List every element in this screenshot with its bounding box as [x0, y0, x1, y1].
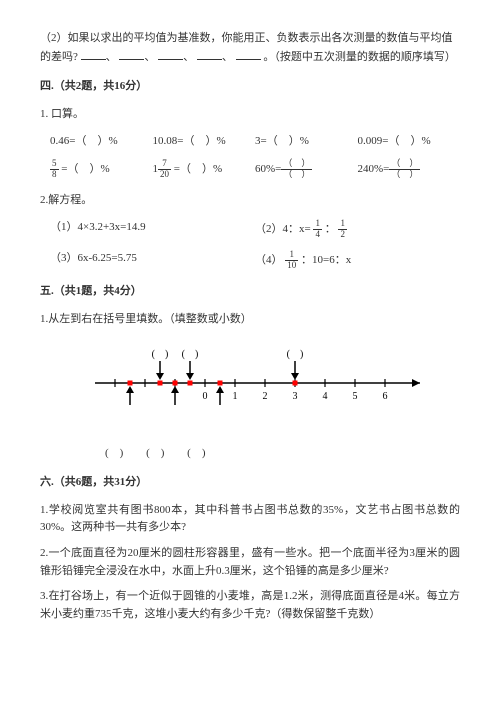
calc-e: 58 =（ ）%: [50, 159, 153, 180]
frac-paren-1: （ ）（ ）: [281, 159, 312, 180]
q4-1-label: 1. 口算。: [40, 106, 460, 124]
number-line-svg: 0 1 2 3 4 5 6 ( ) ( ) ( ): [50, 343, 450, 423]
blank-4[interactable]: [197, 48, 222, 60]
eq-row-2: （3）6x-6.25=5.75 （4） 110 ：10=6：x: [40, 250, 460, 271]
frac-1-2: 12: [338, 219, 347, 240]
svg-text:3: 3: [293, 391, 298, 402]
eq-row-1: （1）4×3.2+3x=14.9 （2）4：x= 14 ： 12: [40, 219, 460, 240]
blank-5[interactable]: [236, 48, 261, 60]
section-4-title: 四.（共2题，共16分）: [40, 78, 460, 96]
frac-7-20: 720: [158, 159, 171, 180]
svg-text:4: 4: [323, 391, 328, 402]
section-5-title: 五.（共1题，共4分）: [40, 283, 460, 301]
problem-6-3: 3.在打谷场上，有一个近似于圆锥的小麦堆，高是1.2米，测得底面直径是4米。每立…: [40, 588, 460, 623]
bottom-brackets: ( ) ( ) ( ): [40, 445, 460, 463]
calc-h: 240%=（ ）（ ）: [358, 159, 461, 180]
section-6-title: 六.（共6题，共31分）: [40, 474, 460, 492]
calc-b: 10.08=（ ）%: [153, 133, 256, 151]
eq-4: （4） 110 ：10=6：x: [255, 250, 460, 271]
blank-1[interactable]: [81, 48, 106, 60]
q5-1-label: 1.从左到右在括号里填数。（填整数或小数）: [40, 311, 460, 329]
eq-3: （3）6x-6.25=5.75: [50, 250, 255, 271]
calc-a: 0.46=（ ）%: [50, 133, 153, 151]
frac-1-4: 14: [313, 219, 322, 240]
bracket-b2[interactable]: ( ): [146, 447, 164, 459]
svg-text:6: 6: [383, 391, 388, 402]
calc-f: 1720 =（ ）%: [153, 159, 256, 180]
question-2-intro: （2）如果以求出的平均值为基准数，你能用正、负数表示出各次测量的数值与平均值的差…: [40, 30, 460, 66]
calc-c: 3=（ ）%: [255, 133, 358, 151]
calc-g: 60%=（ ）（ ）: [255, 159, 358, 180]
svg-text:0: 0: [203, 391, 208, 402]
svg-text:( ): ( ): [152, 349, 169, 360]
eq-2: （2）4：x= 14 ： 12: [255, 219, 460, 240]
frac-1-10: 110: [285, 250, 298, 271]
svg-text:1: 1: [233, 391, 238, 402]
svg-text:( ): ( ): [287, 349, 304, 360]
blank-3[interactable]: [158, 48, 183, 60]
bracket-b1[interactable]: ( ): [105, 447, 123, 459]
problem-6-1: 1.学校阅览室共有图书800本，其中科普书占图书总数的35%，文艺书占图书总数的…: [40, 502, 460, 537]
svg-text:5: 5: [353, 391, 358, 402]
frac-5-8: 58: [50, 159, 59, 180]
frac-paren-2: （ ）（ ）: [389, 159, 420, 180]
bracket-b3[interactable]: ( ): [187, 447, 205, 459]
calc-d: 0.009=（ ）%: [358, 133, 461, 151]
calc-row-1: 0.46=（ ）% 10.08=（ ）% 3=（ ）% 0.009=（ ）%: [40, 133, 460, 151]
calc-row-2: 58 =（ ）% 1720 =（ ）% 60%=（ ）（ ） 240%=（ ）（…: [40, 159, 460, 180]
eq-1: （1）4×3.2+3x=14.9: [50, 219, 255, 240]
problem-6-2: 2.一个底面直径为20厘米的圆柱形容器里，盛有一些水。把一个底面半径为3厘米的圆…: [40, 545, 460, 580]
svg-text:2: 2: [263, 391, 268, 402]
q4-2-label: 2.解方程。: [40, 192, 460, 210]
svg-text:( ): ( ): [182, 349, 199, 360]
number-line-container: 0 1 2 3 4 5 6 ( ) ( ) ( ): [40, 343, 460, 430]
blank-2[interactable]: [119, 48, 144, 60]
